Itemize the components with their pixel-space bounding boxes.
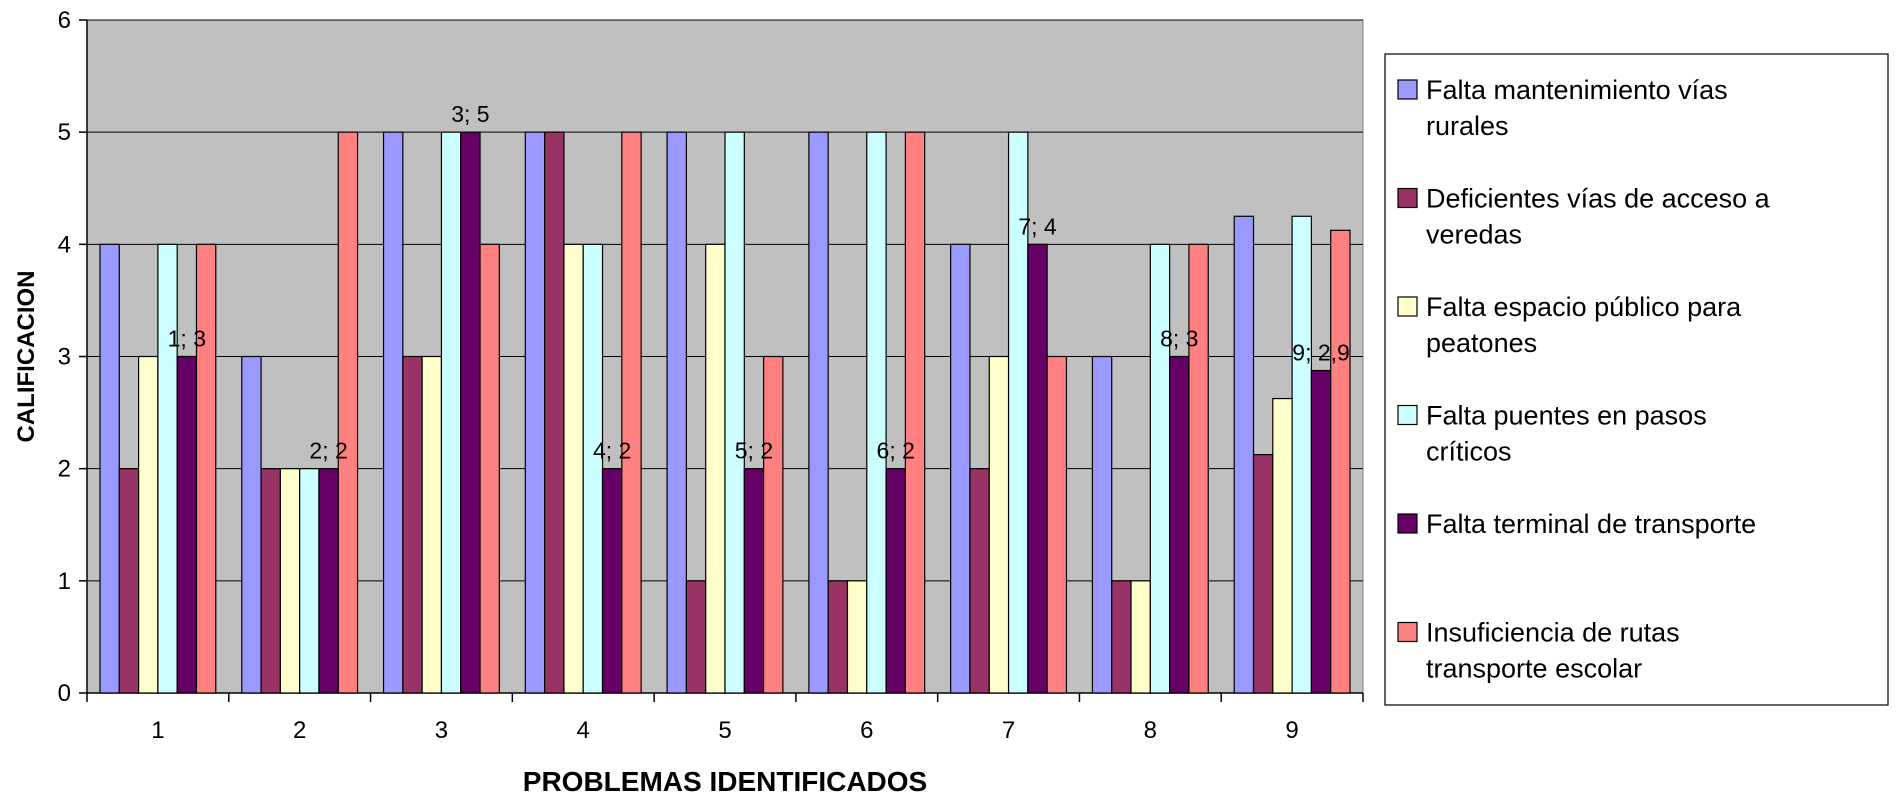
bar xyxy=(1149,243,1171,694)
legend-label: peatones xyxy=(1426,328,1537,358)
bar xyxy=(1310,369,1332,694)
x-tick-label: 6 xyxy=(860,717,873,744)
bar xyxy=(1233,215,1255,694)
y-tick-label: 2 xyxy=(58,456,71,483)
y-axis-title: CALIFICACION xyxy=(13,271,40,443)
bar xyxy=(318,468,339,694)
bar xyxy=(544,131,565,694)
bar xyxy=(904,131,926,694)
bar xyxy=(299,468,320,694)
bar xyxy=(1046,355,1068,694)
bar xyxy=(99,243,120,694)
legend-swatch xyxy=(1397,296,1418,317)
bar xyxy=(885,468,906,694)
x-tick-label: 8 xyxy=(1144,717,1157,744)
x-tick-label: 4 xyxy=(577,717,590,744)
x-tick-label: 7 xyxy=(1002,717,1015,744)
legend-label: Falta puentes en pasos xyxy=(1426,401,1707,431)
bar xyxy=(382,131,404,694)
data-label: 8; 3 xyxy=(1160,326,1198,352)
x-axis-title: PROBLEMAS IDENTIFICADOS xyxy=(523,766,927,795)
data-label: 6; 2 xyxy=(877,438,915,464)
legend-label: Deficientes vías de acceso a xyxy=(1426,184,1771,214)
bar xyxy=(988,355,1010,694)
bar xyxy=(808,131,829,694)
data-label: 2; 2 xyxy=(309,438,347,464)
bar xyxy=(969,468,990,694)
bar xyxy=(582,243,604,694)
bar xyxy=(1252,454,1274,694)
bar xyxy=(279,468,301,694)
bar xyxy=(1091,355,1113,694)
bar xyxy=(1330,229,1351,694)
bar xyxy=(950,243,971,694)
y-tick-label: 3 xyxy=(58,344,71,371)
bar xyxy=(337,131,359,694)
bar xyxy=(195,243,217,694)
bar xyxy=(402,355,423,694)
legend xyxy=(1384,53,1889,706)
bar xyxy=(621,131,642,694)
legend-swatch xyxy=(1397,513,1418,534)
legend-swatch xyxy=(1397,79,1418,100)
bar xyxy=(137,355,159,694)
y-tick-label: 4 xyxy=(58,231,71,258)
legend-swatch xyxy=(1397,404,1418,426)
data-label: 9; 2,9 xyxy=(1292,340,1350,366)
x-tick-label: 1 xyxy=(151,717,164,744)
data-label: 7; 4 xyxy=(1018,213,1057,239)
bar xyxy=(460,131,481,694)
bar xyxy=(685,580,707,694)
data-label: 1; 3 xyxy=(168,326,206,352)
bar xyxy=(1272,397,1293,694)
bar xyxy=(846,580,868,694)
legend-swatch xyxy=(1397,621,1418,643)
bar xyxy=(724,131,745,694)
bar xyxy=(421,355,443,694)
bar xyxy=(866,131,887,694)
legend-swatch xyxy=(1397,187,1418,209)
bar xyxy=(1027,243,1048,694)
bar xyxy=(563,243,584,694)
x-tick-label: 5 xyxy=(718,717,731,744)
y-tick-label: 0 xyxy=(58,680,71,707)
bar xyxy=(241,355,262,694)
bar xyxy=(1291,215,1313,694)
legend-label: Falta terminal de transporte xyxy=(1426,509,1756,539)
bar xyxy=(440,131,462,694)
bar xyxy=(1188,243,1209,694)
bar xyxy=(524,131,546,694)
bar xyxy=(1130,580,1151,694)
legend-label: Insuficiencia de rutas xyxy=(1426,618,1680,648)
bar xyxy=(743,468,765,694)
bar xyxy=(705,243,726,694)
x-tick-label: 3 xyxy=(435,717,448,744)
legend-label: Falta espacio público para xyxy=(1426,292,1742,322)
bar xyxy=(666,131,687,694)
bar xyxy=(601,468,623,694)
legend-label: rurales xyxy=(1426,111,1509,141)
x-tick-label: 9 xyxy=(1285,717,1298,744)
y-tick-label: 6 xyxy=(58,7,71,34)
legend-label: críticos xyxy=(1426,437,1512,467)
y-tick-label: 1 xyxy=(58,568,71,595)
bar xyxy=(157,243,178,694)
y-tick-label: 5 xyxy=(58,119,71,146)
data-label: 5; 2 xyxy=(735,438,773,464)
bar xyxy=(176,355,198,694)
bar xyxy=(1169,355,1190,694)
legend-label: transporte escolar xyxy=(1426,654,1642,684)
x-tick-label: 2 xyxy=(293,717,306,744)
bar xyxy=(1111,580,1132,694)
bar xyxy=(260,468,281,694)
legend-label: Falta mantenimiento vías xyxy=(1426,75,1728,105)
bar xyxy=(118,468,140,694)
data-label: 3; 5 xyxy=(451,101,489,127)
bar xyxy=(827,580,849,694)
bar xyxy=(762,355,784,694)
bar xyxy=(479,243,500,694)
legend-label: veredas xyxy=(1426,220,1522,250)
data-label: 4; 2 xyxy=(593,438,631,464)
